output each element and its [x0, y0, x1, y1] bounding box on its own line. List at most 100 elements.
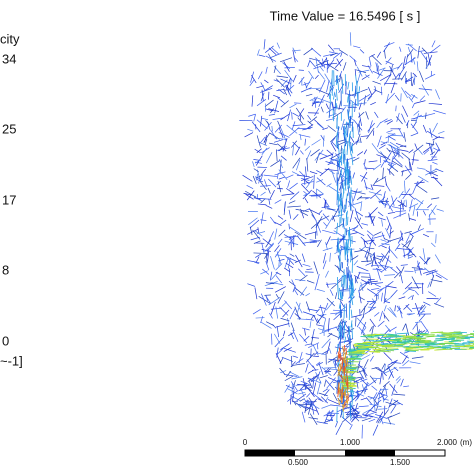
vector — [333, 369, 339, 376]
vector — [388, 197, 398, 209]
vector — [305, 178, 314, 189]
vector — [397, 248, 412, 251]
vector — [341, 79, 344, 94]
vector — [268, 231, 274, 243]
vector — [344, 137, 346, 147]
vector — [372, 339, 383, 342]
vector — [421, 47, 428, 54]
vector — [379, 118, 388, 124]
vector — [302, 263, 311, 267]
vector — [384, 300, 391, 304]
vector — [363, 239, 366, 248]
vector — [327, 399, 341, 405]
vector — [300, 150, 304, 155]
vector — [325, 103, 329, 110]
vector — [406, 335, 417, 338]
vector — [380, 74, 392, 82]
vector — [347, 186, 350, 196]
vector — [442, 344, 452, 347]
vector — [317, 343, 319, 350]
vector — [337, 351, 340, 359]
vector — [415, 330, 423, 335]
vector — [292, 355, 298, 358]
vector — [275, 293, 280, 299]
vector — [391, 160, 403, 168]
vector — [334, 223, 344, 230]
vector — [298, 387, 312, 392]
vector — [324, 168, 338, 172]
vector — [280, 155, 287, 161]
vector — [346, 123, 349, 138]
vector — [358, 284, 361, 292]
vector — [375, 405, 379, 412]
vector — [304, 407, 310, 412]
vector — [243, 192, 252, 196]
vector — [264, 134, 267, 143]
vector — [365, 247, 375, 250]
vector — [356, 133, 361, 145]
vector — [408, 230, 419, 236]
vector — [390, 66, 400, 71]
vector — [323, 302, 329, 314]
vector — [366, 230, 375, 237]
vector — [384, 367, 397, 374]
vector — [349, 90, 351, 105]
vector — [383, 352, 393, 361]
vector — [347, 258, 349, 266]
vector — [263, 79, 269, 84]
vector — [379, 310, 383, 322]
vector — [340, 119, 345, 131]
vector — [287, 257, 298, 263]
vector — [347, 81, 350, 90]
vector — [242, 174, 253, 182]
vector — [435, 89, 440, 100]
vector — [346, 168, 349, 185]
vector — [385, 228, 391, 239]
vector — [361, 246, 366, 250]
vector — [372, 399, 382, 408]
vector — [405, 76, 414, 83]
vector — [414, 337, 426, 340]
vector — [283, 330, 286, 337]
vector — [248, 113, 256, 117]
vector — [369, 350, 381, 353]
scale-label: 1.000 — [340, 438, 361, 447]
vector — [337, 363, 341, 372]
vector — [300, 87, 312, 93]
vector — [354, 208, 359, 220]
vector — [349, 239, 356, 243]
vector — [307, 308, 318, 312]
vector — [384, 197, 388, 208]
vector — [310, 314, 315, 320]
vector — [351, 195, 354, 205]
vector — [351, 376, 362, 380]
vector — [265, 204, 273, 209]
vector — [423, 269, 436, 274]
vector — [299, 398, 305, 402]
vector — [405, 349, 419, 352]
vector — [296, 235, 306, 247]
vector — [403, 132, 406, 142]
vector — [377, 320, 385, 327]
vector — [382, 381, 390, 388]
vector — [280, 370, 287, 374]
vector — [356, 369, 365, 374]
vector — [288, 200, 296, 204]
vector — [360, 327, 367, 335]
vector — [416, 184, 428, 193]
vector — [257, 203, 267, 206]
vector — [302, 240, 316, 244]
vector — [345, 347, 348, 355]
vector — [292, 47, 297, 54]
vector — [408, 158, 411, 171]
vector — [307, 401, 320, 409]
vector — [268, 108, 280, 112]
vector — [307, 59, 311, 68]
vector — [345, 360, 348, 368]
vector — [321, 338, 331, 349]
vector — [278, 169, 288, 180]
vector — [260, 270, 268, 275]
vector — [431, 209, 436, 216]
vector — [403, 303, 410, 310]
vector — [409, 194, 416, 200]
